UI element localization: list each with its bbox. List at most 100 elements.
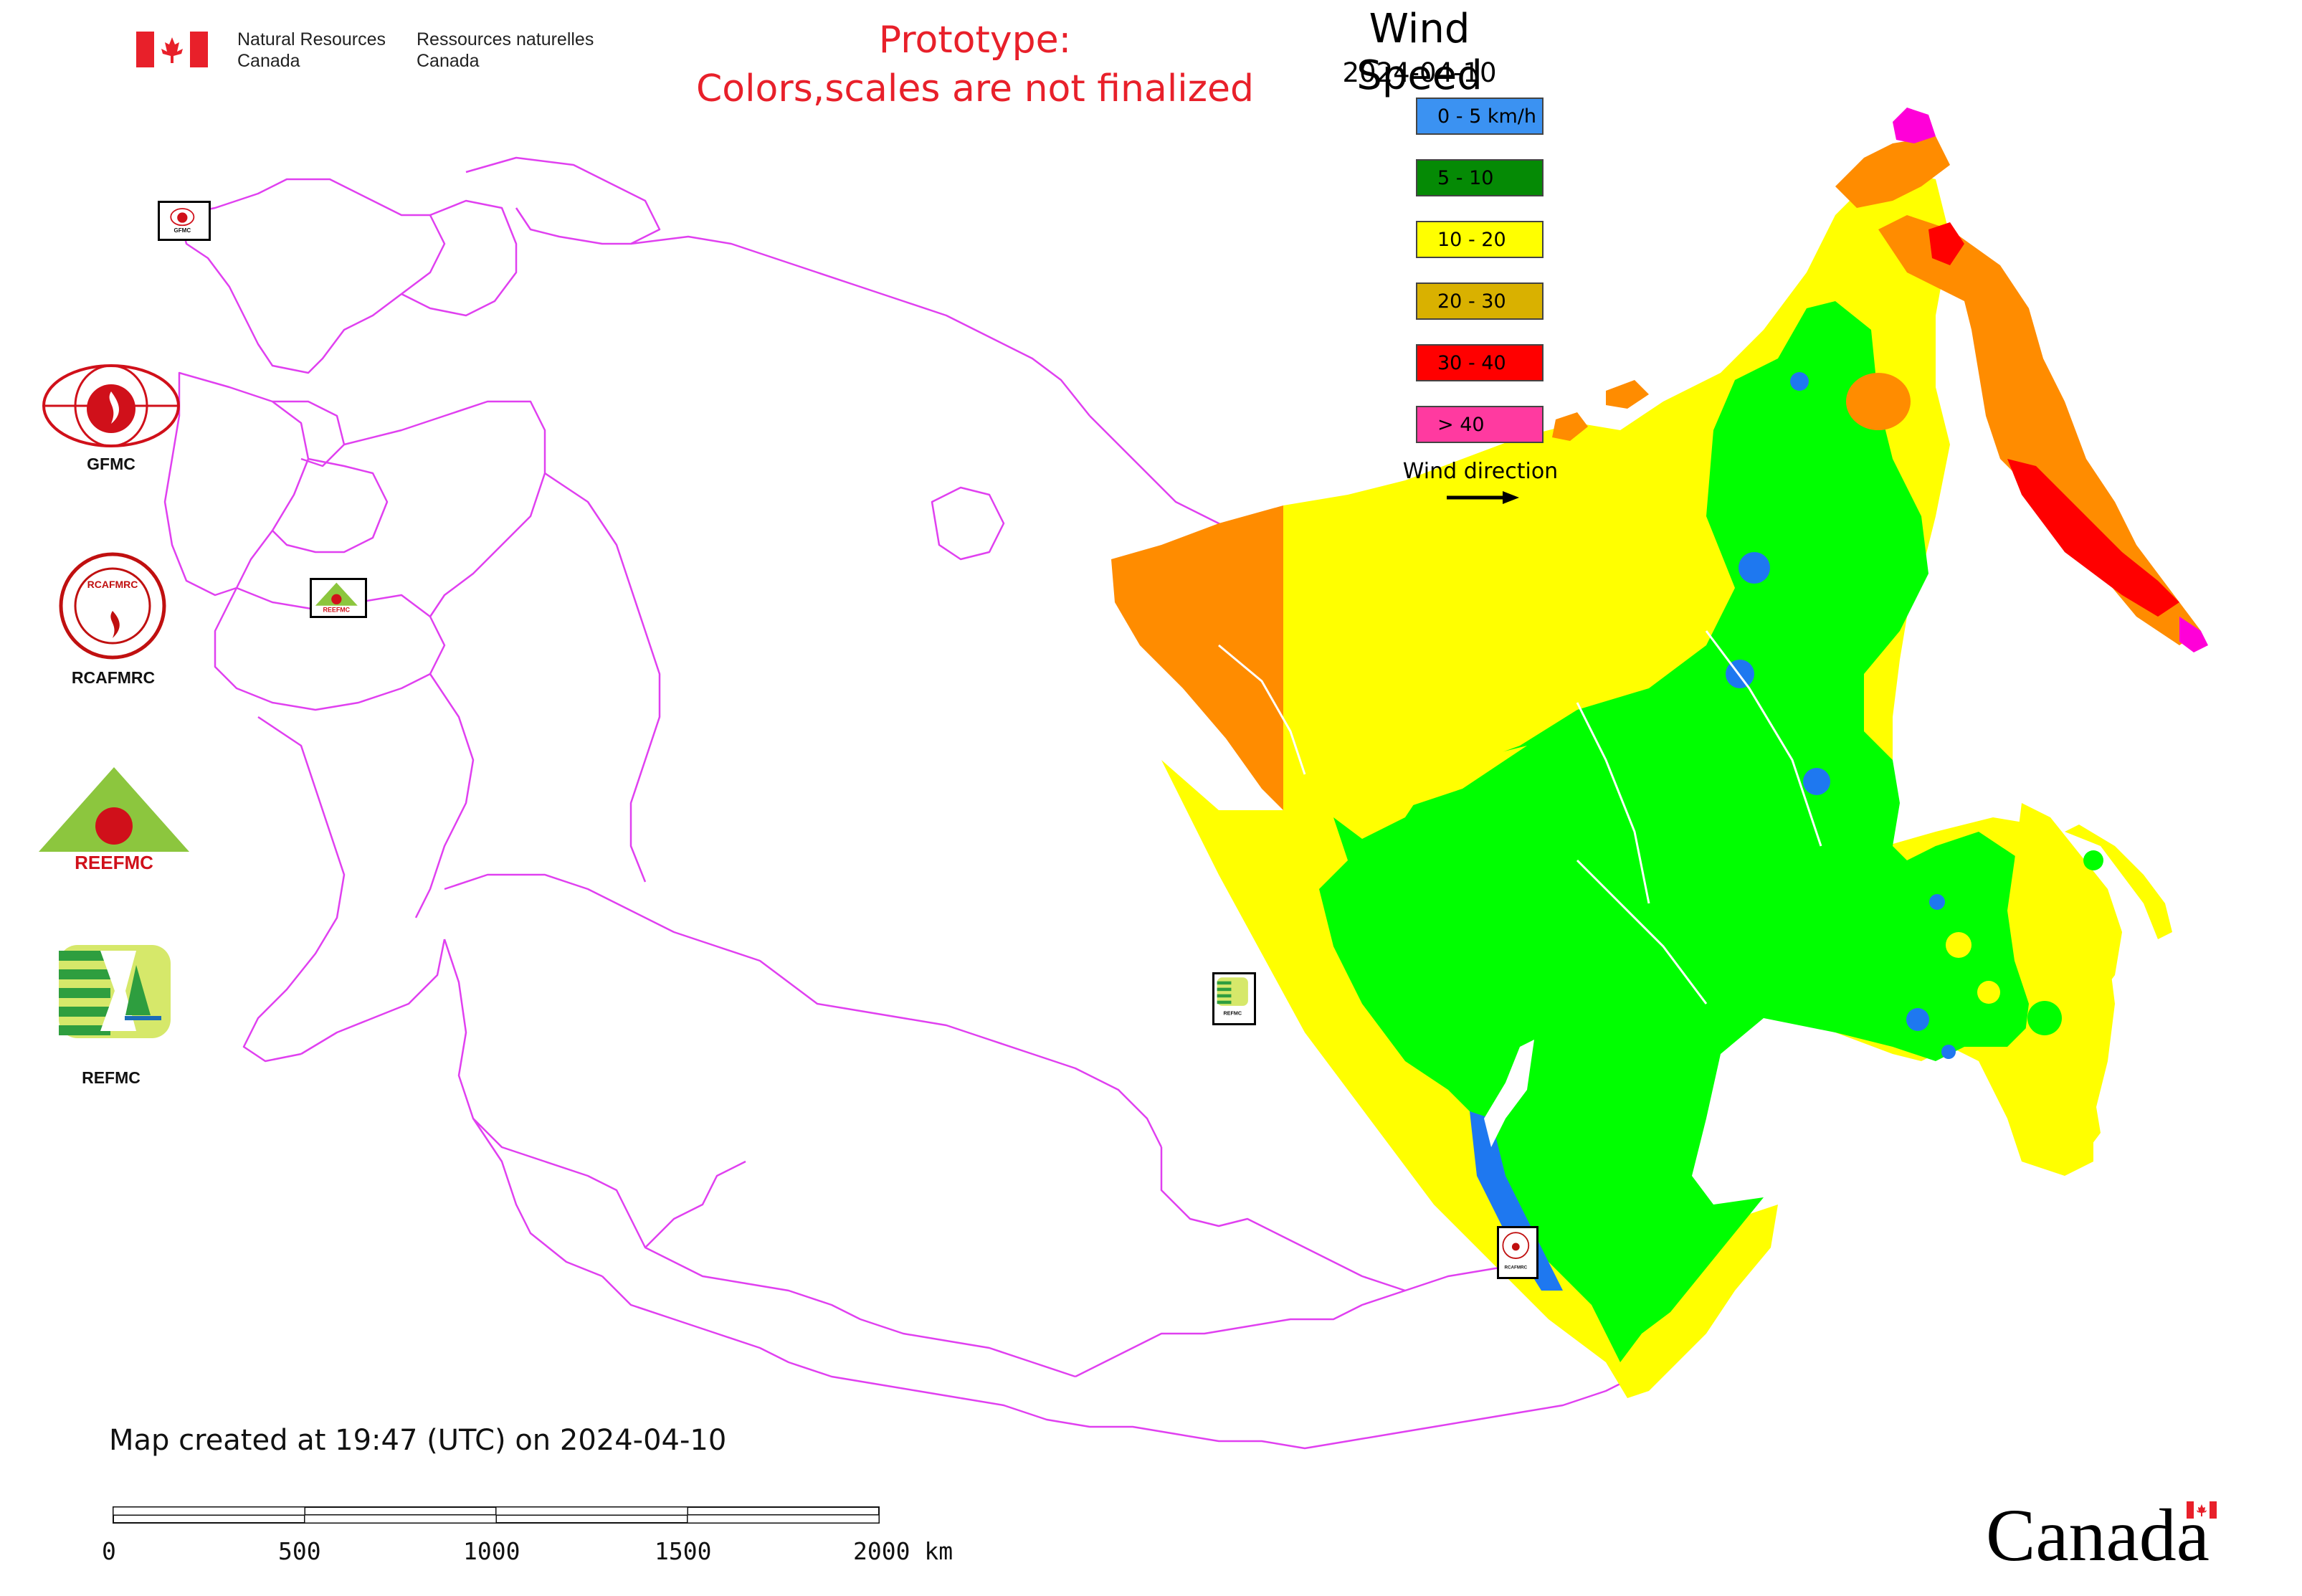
yellow-dot	[1977, 981, 2000, 1004]
boundary-baltic	[272, 400, 346, 467]
gfmc-map-marker: GFMC	[158, 201, 211, 241]
prototype-notice: Prototype: Colors,scales are not finaliz…	[645, 16, 1305, 113]
green-dot	[2083, 850, 2103, 870]
scale-label-1500: 1500	[655, 1537, 712, 1565]
blue-dot	[1941, 1045, 1956, 1059]
boundary-belarus	[272, 457, 389, 554]
scale-label-500: 500	[278, 1537, 321, 1565]
island-orange-a	[1552, 412, 1588, 441]
zone-red-coast	[2007, 459, 2179, 617]
boundary-south-a	[300, 939, 446, 1055]
refmc-label: REFMC	[82, 1068, 141, 1087]
rcafmrc-logo-icon: RCAFMRC	[59, 552, 166, 660]
river-east	[1576, 859, 1708, 1004]
gfmc-label: GFMC	[87, 455, 135, 473]
blue-dot	[1906, 1008, 1929, 1031]
boundary-finland	[401, 199, 518, 317]
boundary-central	[414, 673, 475, 918]
river-yenisei	[1576, 702, 1650, 904]
boundary-europe-west	[163, 371, 310, 597]
boundary-caucasus	[242, 716, 346, 1063]
zone-orange-ne	[1878, 215, 2201, 645]
zone-blue-strip	[1470, 1111, 1563, 1291]
lake-baikal	[1484, 1040, 1534, 1147]
wordmark-flag-icon	[2187, 1501, 2217, 1519]
zone-yellow-kamchatka	[2065, 825, 2172, 939]
zone-magenta-east	[2179, 617, 2208, 652]
legend-date: 2024-04-10	[1342, 57, 1497, 88]
legend-item: 20 - 30	[1416, 282, 1544, 320]
map-created-text: Map created at 19:47 (UTC) on 2024-04-10	[109, 1424, 727, 1457]
gfmc-logo-icon	[42, 364, 180, 447]
legend-item: 30 - 40	[1416, 344, 1544, 381]
reefmc-logo-icon: REEFMC	[39, 767, 189, 872]
reefmc-marker-icon: REEFMC	[315, 582, 358, 614]
gfmc-marker-icon: GFMC	[170, 208, 195, 234]
scale-label-0: 0	[102, 1537, 116, 1565]
legend-item: 10 - 20	[1416, 221, 1544, 258]
boundary-central-asia-a	[472, 1118, 603, 1278]
svg-text:REFMC: REFMC	[1223, 1010, 1242, 1017]
canada-wordmark: Canada	[1986, 1494, 2210, 1577]
org-name-en-line1: Natural Resources	[237, 29, 386, 49]
rcafmrc-marker-icon: RCAFMRC	[1502, 1232, 1530, 1270]
canada-flag-icon	[136, 32, 208, 67]
boundary-scandinavia	[178, 178, 446, 374]
refmc-map-marker: REFMC	[1212, 972, 1256, 1025]
zone-orange-blob	[1846, 373, 1911, 430]
svg-text:GFMC: GFMC	[174, 227, 191, 234]
river-lena	[1705, 630, 1822, 847]
boundary-uzbek	[645, 1160, 746, 1248]
zone-yellow-wedge	[1333, 746, 1527, 825]
refmc-logo-icon	[59, 945, 171, 1038]
green-dot	[2027, 1001, 2062, 1035]
yellow-dot	[1946, 932, 1972, 958]
blue-dot	[1739, 552, 1770, 584]
boundary-kola	[465, 156, 661, 245]
org-name-fr-line2: Canada	[417, 51, 480, 71]
wind-direction-label: Wind direction	[1402, 459, 1559, 484]
org-name-fr: Ressources naturelles Canada	[417, 29, 594, 72]
blue-dot	[1929, 894, 1945, 910]
reefmc-map-marker: REEFMC	[310, 578, 367, 618]
rcafmrc-map-marker: RCAFMRC	[1497, 1226, 1538, 1279]
boundary-central-asia-b	[601, 1276, 961, 1400]
zone-red-north	[1928, 222, 1964, 265]
boundary-siberia-coast	[630, 235, 1090, 417]
boundary-russia-west	[343, 400, 546, 617]
legend-item: 0 - 5 km/h	[1416, 98, 1544, 135]
boundary-kazakh-north	[444, 873, 1163, 1148]
svg-text:RCAFMRC: RCAFMRC	[1504, 1265, 1527, 1270]
scale-label-1000: 1000	[463, 1537, 520, 1565]
boundary-novaya-zemlya	[931, 486, 1005, 561]
zone-yellow-sakhalin	[2007, 803, 2122, 1169]
boundary-kazakh-south	[443, 939, 1076, 1378]
org-name-en-line2: Canada	[237, 51, 300, 71]
blue-dot	[1803, 768, 1830, 795]
org-name-en: Natural Resources Canada	[237, 29, 386, 72]
svg-text:REEFMC: REEFMC	[323, 607, 351, 614]
org-name-fr-line1: Ressources naturelles	[417, 29, 594, 49]
boundary-china-north	[1160, 1147, 1406, 1292]
wind-fields	[1111, 108, 2208, 1398]
prototype-line2: Colors,scales are not finalized	[695, 67, 1255, 110]
island-orange-b	[1606, 380, 1649, 409]
river-lines	[1218, 630, 1822, 1004]
rcafmrc-logo-text: RCAFMRC	[87, 579, 138, 590]
prototype-line1: Prototype:	[878, 19, 1072, 62]
zone-orange-north	[1835, 136, 1950, 208]
reefmc-logo-text: REEFMC	[75, 852, 153, 872]
wind-direction-arrow-icon	[1447, 491, 1519, 504]
river-ob	[1218, 644, 1306, 775]
refmc-marker-icon: REFMC	[1217, 977, 1248, 1017]
scale-label-2000: 2000 km	[853, 1537, 953, 1565]
scale-bar	[113, 1506, 880, 1524]
blue-dot	[1790, 372, 1809, 391]
legend-item: 5 - 10	[1416, 159, 1544, 196]
legend-title: Wind Speed	[1356, 6, 1483, 99]
zone-orange-west	[1111, 505, 1283, 810]
legend-item: > 40	[1416, 406, 1544, 443]
rcafmrc-label: RCAFMRC	[71, 668, 156, 687]
zone-magenta-north	[1893, 108, 1936, 143]
